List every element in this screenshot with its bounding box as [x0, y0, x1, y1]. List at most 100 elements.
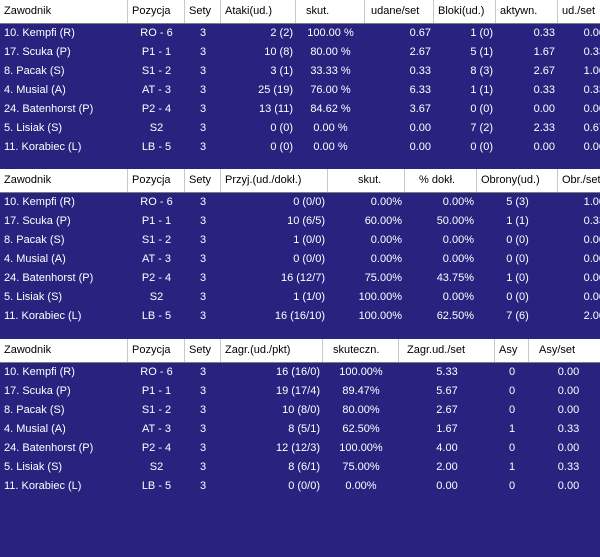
cell-blocks: 8 (3) — [470, 65, 493, 77]
column-header-accuracy[interactable]: % dokł. — [405, 169, 477, 192]
cell-reception-efficiency: 60.00% — [364, 215, 402, 227]
cell-activity: 0.00 — [533, 141, 555, 153]
cell-attacks: 25 (19) — [258, 84, 293, 96]
cell-blocks-per-set: 0.00 — [583, 103, 600, 115]
table-row[interactable]: 17. Scuka (P) P1 - 1 3 19 (17/4) 89.47% 5.67 0… — [0, 382, 600, 401]
cell-aces-per-set: 0.00 — [557, 366, 580, 378]
table-row[interactable]: 11. Korabiec (L) LB - 5 3 0 (0) 0.00 % 0.00 0 … — [0, 138, 600, 157]
cell-player: 11. Korabiec (L) — [4, 480, 82, 492]
table-row[interactable]: 4. Musial (A) AT - 3 3 0 (0/0) 0.00% 0.00% 0 (… — [0, 250, 600, 269]
cell-aces-per-set: 0.33 — [557, 461, 580, 473]
cell-player: 11. Korabiec (L) — [4, 310, 82, 322]
cell-serves-per-set: 2.00 — [436, 461, 458, 473]
cell-sets: 3 — [199, 366, 207, 378]
column-header-player[interactable]: Zawodnik — [0, 339, 128, 362]
cell-reception-efficiency: 0.00% — [370, 253, 402, 265]
table-header: Zawodnik Pozycja Sety Przyj.(ud./dokł.) … — [0, 169, 600, 193]
column-header-sets[interactable]: Sety — [185, 0, 221, 23]
column-header-position[interactable]: Pozycja — [128, 339, 185, 362]
cell-player: 10. Kempfi (R) — [4, 196, 75, 208]
cell-serves-per-set: 2.67 — [436, 404, 458, 416]
cell-blocks-per-set: 0.67 — [583, 122, 600, 134]
cell-blocks-per-set: 0.33 — [583, 46, 600, 58]
column-header-attacks[interactable]: Ataki(ud.) — [221, 0, 296, 23]
cell-player: 10. Kempfi (R) — [4, 27, 75, 39]
cell-serves: 0 (0/0) — [288, 480, 320, 492]
cell-aces: 0 — [508, 480, 516, 492]
table-row[interactable]: 17. Scuka (P) P1 - 1 3 10 (6/5) 60.00% 50.00%… — [0, 212, 600, 231]
table-row[interactable]: 10. Kempfi (R) RO - 6 3 2 (2) 100.00 % 0.67 1 … — [0, 24, 600, 43]
column-header-activity[interactable]: aktywn. — [496, 0, 558, 23]
table-row[interactable]: 8. Pacak (S) S1 - 2 3 1 (0/0) 0.00% 0.00% 0 (0… — [0, 231, 600, 250]
table-header: Zawodnik Pozycja Sety Ataki(ud.) skut. u… — [0, 0, 600, 24]
column-header-digs[interactable]: Obrony(ud.) — [477, 169, 558, 192]
cell-attacks-per-set: 3.67 — [409, 103, 431, 115]
cell-reception-efficiency: 100.00% — [358, 310, 402, 322]
table-row[interactable]: 24. Batenhorst (P) P2 - 4 3 13 (11) 84.62 % 3… — [0, 100, 600, 119]
cell-player: 17. Scuka (P) — [4, 385, 71, 397]
table-row[interactable]: 4. Musial (A) AT - 3 3 8 (5/1) 62.50% 1.67 1 0.… — [0, 420, 600, 439]
column-header-serve-efficiency[interactable]: skuteczn. — [323, 339, 399, 362]
column-header-position[interactable]: Pozycja — [128, 169, 185, 192]
column-header-position[interactable]: Pozycja — [128, 0, 185, 23]
cell-sets: 3 — [199, 46, 207, 58]
cell-player: 17. Scuka (P) — [4, 46, 71, 58]
column-header-aces-per-set[interactable]: Asy/set — [529, 339, 600, 362]
column-header-receptions[interactable]: Przyj.(ud./dokł.) — [221, 169, 328, 192]
table-row[interactable]: 10. Kempfi (R) RO - 6 3 16 (16/0) 100.00% 5.3… — [0, 363, 600, 382]
table-row[interactable]: 24. Batenhorst (P) P2 - 4 3 12 (12/3) 100.00… — [0, 439, 600, 458]
cell-attacks: 2 (2) — [270, 27, 293, 39]
column-header-blocks[interactable]: Bloki(ud.) — [434, 0, 496, 23]
cell-sets: 3 — [199, 103, 207, 115]
cell-activity: 0.00 — [533, 103, 555, 115]
table-row[interactable]: 11. Korabiec (L) LB - 5 3 0 (0/0) 0.00% 0.00 0… — [0, 477, 600, 496]
cell-aces-per-set: 0.00 — [557, 480, 580, 492]
cell-sets: 3 — [199, 215, 207, 227]
column-header-reception-efficiency[interactable]: skut. — [328, 169, 405, 192]
cell-sets: 3 — [199, 253, 207, 265]
table-row[interactable]: 8. Pacak (S) S1 - 2 3 10 (8/0) 80.00% 2.67 0 0.… — [0, 401, 600, 420]
cell-blocks: 0 (0) — [470, 141, 493, 153]
cell-blocks: 7 (2) — [470, 122, 493, 134]
table-row[interactable]: 10. Kempfi (R) RO - 6 3 0 (0/0) 0.00% 0.00% 5 … — [0, 193, 600, 212]
cell-aces: 1 — [508, 423, 516, 435]
cell-digs: 0 (0) — [506, 234, 529, 246]
column-header-aces[interactable]: Asy — [495, 339, 529, 362]
column-header-attacks-per-set[interactable]: udane/set — [365, 0, 434, 23]
cell-attacks: 0 (0) — [270, 141, 293, 153]
cell-player: 5. Lisiak (S) — [4, 461, 63, 473]
column-header-serves-per-set[interactable]: Zagr.ud./set — [399, 339, 495, 362]
cell-blocks: 0 (0) — [470, 103, 493, 115]
cell-accuracy: 0.00% — [442, 234, 474, 246]
table-row[interactable]: 17. Scuka (P) P1 - 1 3 10 (8) 80.00 % 2.67 5 (… — [0, 43, 600, 62]
table-row[interactable]: 5. Lisiak (S) S2 3 1 (1/0) 100.00% 0.00% 0 (0)… — [0, 288, 600, 307]
cell-serves-per-set: 5.67 — [436, 385, 458, 397]
column-header-serves[interactable]: Zagr.(ud./pkt) — [221, 339, 323, 362]
column-header-blocks-per-set[interactable]: ud./set — [558, 0, 600, 23]
cell-player: 4. Musial (A) — [4, 253, 66, 265]
column-header-player[interactable]: Zawodnik — [0, 0, 128, 23]
table-row[interactable]: 8. Pacak (S) S1 - 2 3 3 (1) 33.33 % 0.33 8 (3)… — [0, 62, 600, 81]
cell-sets: 3 — [199, 234, 207, 246]
cell-sets: 3 — [199, 141, 207, 153]
cell-attack-efficiency: 80.00 % — [310, 46, 351, 58]
column-header-sets[interactable]: Sety — [185, 169, 221, 192]
cell-position: LB - 5 — [141, 480, 172, 492]
table-row[interactable]: 5. Lisiak (S) S2 3 8 (6/1) 75.00% 2.00 1 0.33 — [0, 458, 600, 477]
attack-block-table: Zawodnik Pozycja Sety Ataki(ud.) skut. u… — [0, 0, 600, 157]
cell-activity: 1.67 — [533, 46, 555, 58]
table-row[interactable]: 11. Korabiec (L) LB - 5 3 16 (16/10) 100.00%… — [0, 307, 600, 326]
table-row[interactable]: 4. Musial (A) AT - 3 3 25 (19) 76.00 % 6.33 1 … — [0, 81, 600, 100]
serve-table: Zawodnik Pozycja Sety Zagr.(ud./pkt) sku… — [0, 339, 600, 496]
column-header-player[interactable]: Zawodnik — [0, 169, 128, 192]
column-header-sets[interactable]: Sety — [185, 339, 221, 362]
cell-aces: 0 — [508, 366, 516, 378]
cell-serves-per-set: 4.00 — [436, 442, 458, 454]
table-row[interactable]: 5. Lisiak (S) S2 3 0 (0) 0.00 % 0.00 7 (2) 2.33… — [0, 119, 600, 138]
column-header-digs-per-set[interactable]: Obr./set — [558, 169, 600, 192]
cell-position: S1 - 2 — [141, 404, 172, 416]
cell-sets: 3 — [199, 423, 207, 435]
cell-position: S1 - 2 — [141, 65, 172, 77]
table-row[interactable]: 24. Batenhorst (P) P2 - 4 3 16 (12/7) 75.00%… — [0, 269, 600, 288]
column-header-attack-efficiency[interactable]: skut. — [296, 0, 365, 23]
